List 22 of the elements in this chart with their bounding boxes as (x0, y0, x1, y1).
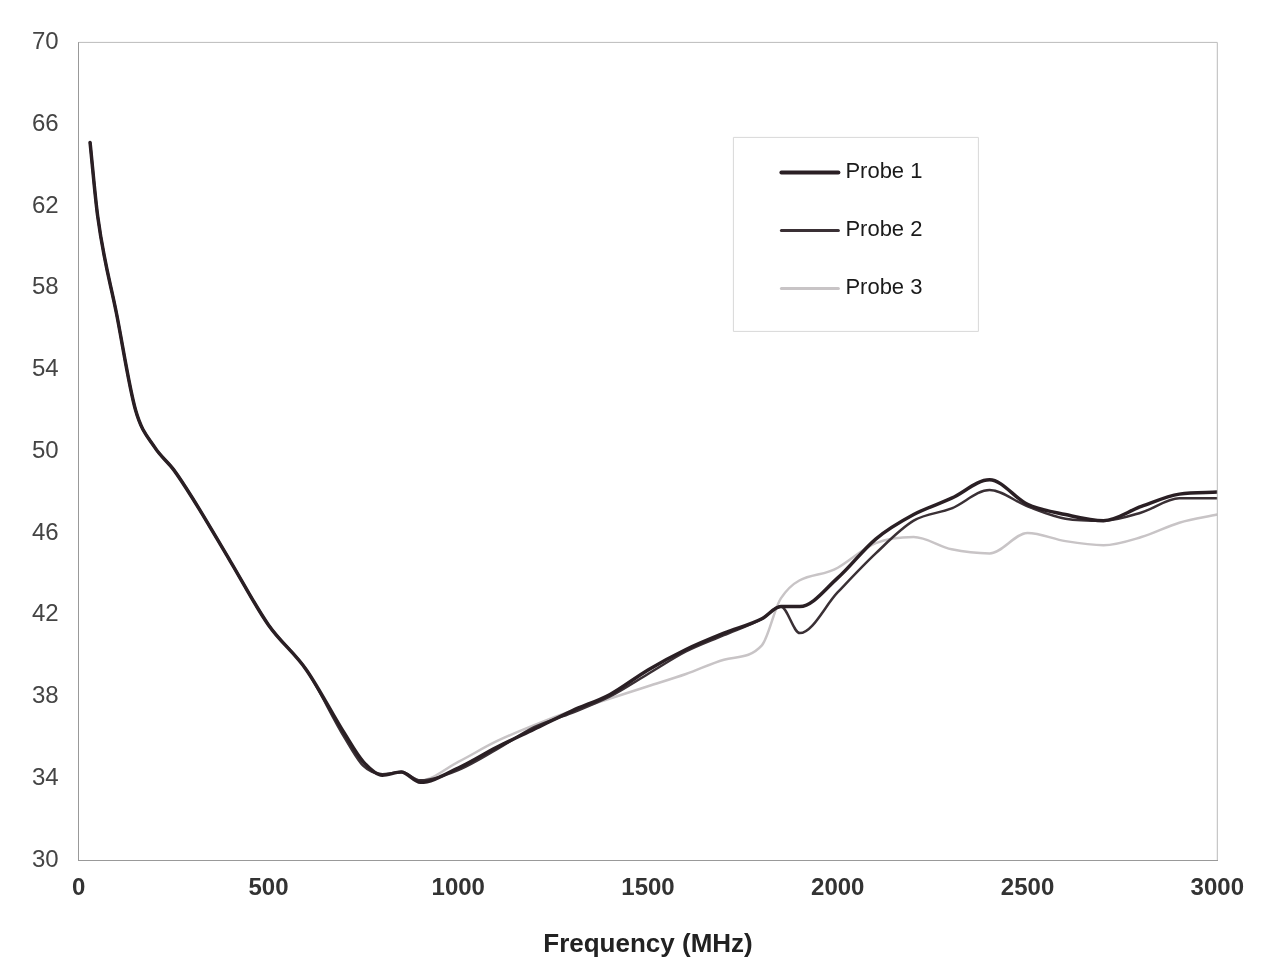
x-tick-label: 2000 (811, 873, 865, 901)
y-tick-label: 54 (31, 354, 59, 382)
y-tick-label: 58 (31, 272, 59, 300)
y-tick-label: 50 (31, 435, 59, 463)
legend-label: Probe 1 (845, 158, 923, 184)
legend-label: Probe 2 (845, 216, 923, 242)
x-tick-label: 0 (72, 873, 86, 901)
legend-label: Probe 3 (845, 274, 923, 300)
y-tick-label: 62 (31, 190, 59, 218)
x-axis-title: Frequency (MHz) (543, 927, 753, 958)
y-tick-label: 30 (31, 844, 59, 872)
x-tick-label: 2500 (1000, 873, 1055, 901)
y-tick-label: 70 (31, 27, 59, 55)
x-tick-label: 1500 (621, 873, 675, 901)
y-tick-label: 46 (31, 517, 59, 545)
y-tick-label: 66 (31, 108, 59, 136)
y-tick-label: 42 (31, 599, 59, 627)
y-tick-label: 34 (31, 762, 59, 790)
x-tick-label: 1000 (431, 873, 485, 901)
x-tick-label: 3000 (1190, 873, 1244, 901)
x-tick-label: 500 (248, 873, 289, 901)
y-tick-label: 38 (31, 681, 59, 709)
